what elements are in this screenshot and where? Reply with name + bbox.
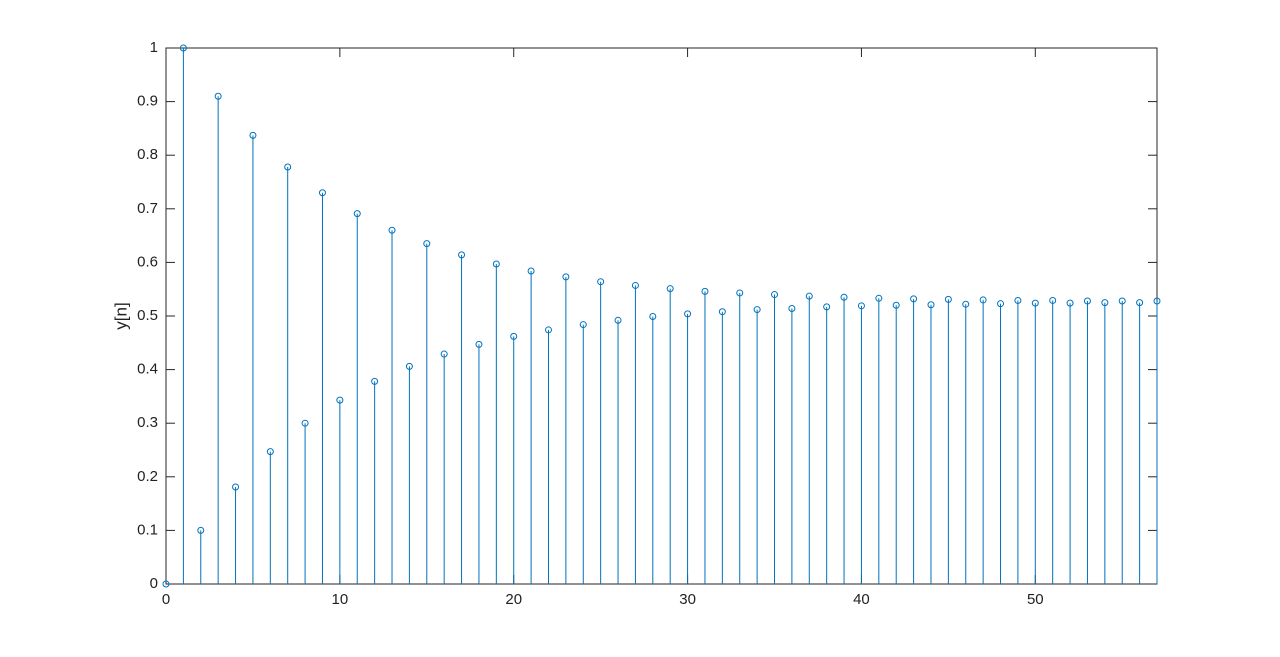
x-tick-label: 50 <box>1027 591 1044 608</box>
stem-marker <box>892 301 900 309</box>
stem-marker <box>753 306 761 314</box>
stem-marker <box>179 44 187 52</box>
stem-marker <box>875 294 883 302</box>
stem-marker <box>666 285 674 293</box>
stem-marker <box>1101 299 1109 307</box>
stem-marker <box>684 310 692 318</box>
stem-marker <box>284 163 292 171</box>
stem-marker <box>788 304 796 312</box>
y-tick-label: 0.1 <box>137 521 158 538</box>
stem-marker <box>736 289 744 297</box>
stem-marker <box>1066 299 1074 307</box>
x-tick-label: 0 <box>162 591 170 608</box>
stem-marker <box>301 419 309 427</box>
stem-marker <box>614 316 622 324</box>
stem-marker <box>1136 299 1144 307</box>
stem-marker <box>197 526 205 534</box>
x-tick-label: 30 <box>679 591 696 608</box>
stem-marker <box>823 303 831 311</box>
y-tick-label: 0.9 <box>137 93 158 110</box>
x-tick-label: 10 <box>332 591 349 608</box>
x-tick-label: 40 <box>853 591 870 608</box>
y-tick-label: 0.4 <box>137 361 158 378</box>
stem-marker <box>440 350 448 358</box>
stem-marker <box>944 295 952 303</box>
stem-marker <box>214 92 222 100</box>
x-tick-label: 20 <box>505 591 522 608</box>
y-tick-label: 0.8 <box>137 146 158 163</box>
stem-marker <box>1118 297 1126 305</box>
stem-marker <box>649 313 657 321</box>
y-tick-label: 0.7 <box>137 200 158 217</box>
stem-marker <box>805 292 813 300</box>
y-tick-label: 1 <box>150 39 158 56</box>
y-tick-label: 0.5 <box>137 307 158 324</box>
stem-marker <box>492 260 500 268</box>
stem-marker <box>910 295 918 303</box>
stem-marker <box>562 273 570 281</box>
stem-marker <box>718 308 726 316</box>
stem-marker <box>232 483 240 491</box>
stem-marker <box>162 580 170 588</box>
y-tick-label: 0.3 <box>137 414 158 431</box>
stem-marker <box>336 396 344 404</box>
y-tick-label: 0.6 <box>137 253 158 270</box>
y-axis-label: y[n] <box>111 302 130 329</box>
stem-marker <box>527 267 535 275</box>
stem-marker <box>1014 296 1022 304</box>
stem-marker <box>388 226 396 234</box>
y-tick-label: 0 <box>150 575 158 592</box>
stem-marker <box>579 321 587 329</box>
stem-marker <box>1083 297 1091 305</box>
stem-marker <box>979 296 987 304</box>
stem-marker <box>405 362 413 370</box>
stem-marker <box>266 448 274 456</box>
y-tick-label: 0.2 <box>137 468 158 485</box>
stem-marker <box>840 293 848 301</box>
stem-marker <box>1153 297 1161 305</box>
stem-marker <box>371 377 379 385</box>
stem-marker <box>1049 296 1057 304</box>
stem-marker <box>1031 299 1039 307</box>
stem-marker <box>701 287 709 295</box>
stem-marker <box>771 291 779 299</box>
stem-marker <box>249 131 257 139</box>
stem-marker <box>962 300 970 308</box>
stem-marker <box>318 189 326 197</box>
stem-marker <box>997 300 1005 308</box>
stem-marker <box>423 240 431 248</box>
stem-marker <box>857 302 865 310</box>
stem-marker <box>544 326 552 334</box>
stem-marker <box>353 210 361 218</box>
stem-marker <box>597 278 605 286</box>
stem-marker <box>458 251 466 259</box>
stem-marker <box>631 281 639 289</box>
stem-marker <box>475 340 483 348</box>
plot-box <box>165 47 1158 585</box>
stem-marker <box>510 332 518 340</box>
stem-marker <box>927 301 935 309</box>
